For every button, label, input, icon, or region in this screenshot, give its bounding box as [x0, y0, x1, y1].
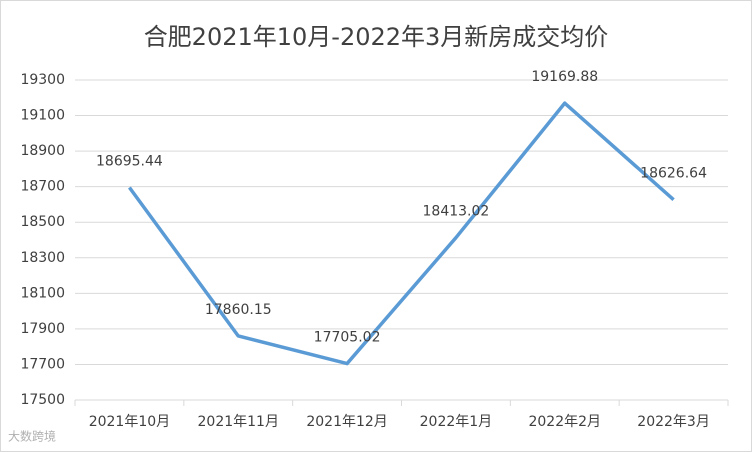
x-tick-label: 2021年10月: [89, 414, 170, 430]
data-label: 18626.64: [640, 166, 707, 182]
x-tick-label: 2022年1月: [420, 414, 493, 430]
x-tick-label: 2022年2月: [528, 414, 601, 430]
line: [128, 101, 675, 366]
y-tick-label: 18700: [20, 179, 65, 195]
y-tick-label: 17900: [20, 321, 65, 337]
y-tick-label: 17700: [20, 356, 65, 372]
x-tick-label: 2021年12月: [306, 414, 387, 430]
data-label: 18695.44: [96, 153, 163, 169]
y-tick-label: 17500: [20, 392, 65, 408]
y-tick-label: 18500: [20, 214, 65, 230]
watermark: 大数跨境: [8, 429, 56, 444]
data-label: 17860.15: [205, 302, 272, 318]
y-tick-label: 18100: [20, 285, 65, 301]
y-tick-label: 18900: [20, 143, 65, 159]
y-tick-label: 18300: [20, 250, 65, 266]
x-tick-label: 2021年11月: [198, 414, 279, 430]
chart-title: 合肥2021年10月-2022年3月新房成交均价: [144, 23, 609, 51]
data-label: 17705.02: [314, 330, 381, 346]
data-label: 18413.02: [423, 204, 490, 220]
data-label: 19169.88: [531, 69, 598, 85]
x-tick-label: 2022年3月: [637, 414, 710, 430]
y-tick-label: 19300: [20, 72, 65, 88]
y-tick-label: 19100: [20, 108, 65, 124]
